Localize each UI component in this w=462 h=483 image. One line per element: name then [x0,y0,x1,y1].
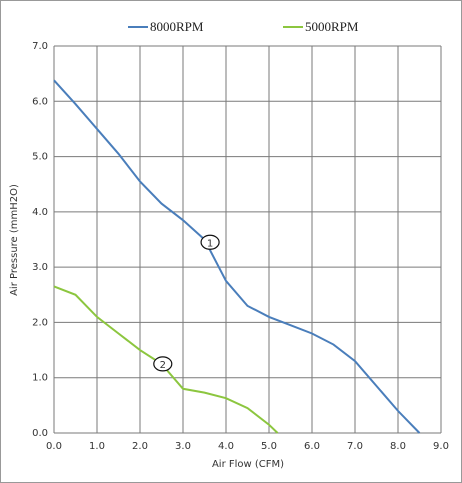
x-tick-label: 3.0 [175,441,191,452]
y-tick-label: 6.0 [32,96,48,107]
line [53,79,421,434]
y-axis-label: Air Pressure (mmH2O) [9,184,20,296]
y-tick-label: 2.0 [32,317,48,328]
x-tick-label: 0.0 [46,441,62,452]
y-tick-label: 4.0 [32,207,48,218]
legend-label: 8000RPM [150,19,204,34]
annotation-marker [153,356,173,372]
x-tick-label: 7.0 [347,441,363,452]
x-axis-label: Air Flow (CFM) [212,459,284,470]
y-tick-label: 3.0 [32,262,48,273]
annotation-marker [200,234,220,250]
legend-label: 5000RPM [305,19,359,34]
x-tick-label: 5.0 [261,441,277,452]
x-tick-label: 4.0 [218,441,234,452]
x-tick-label: 6.0 [304,441,320,452]
y-tick-label: 5.0 [32,152,48,163]
x-tick-label: 2.0 [132,441,148,452]
x-tick-label: 9.0 [433,441,449,452]
y-tick-label: 1.0 [32,373,48,384]
x-tick-label: 8.0 [390,441,406,452]
annotation: 1 [207,238,213,249]
y-tick-label: 7.0 [32,41,48,52]
line [53,285,279,434]
x-tick-label: 1.0 [89,441,105,452]
y-tick-label: 0.0 [32,428,48,439]
annotation: 2 [160,360,166,371]
